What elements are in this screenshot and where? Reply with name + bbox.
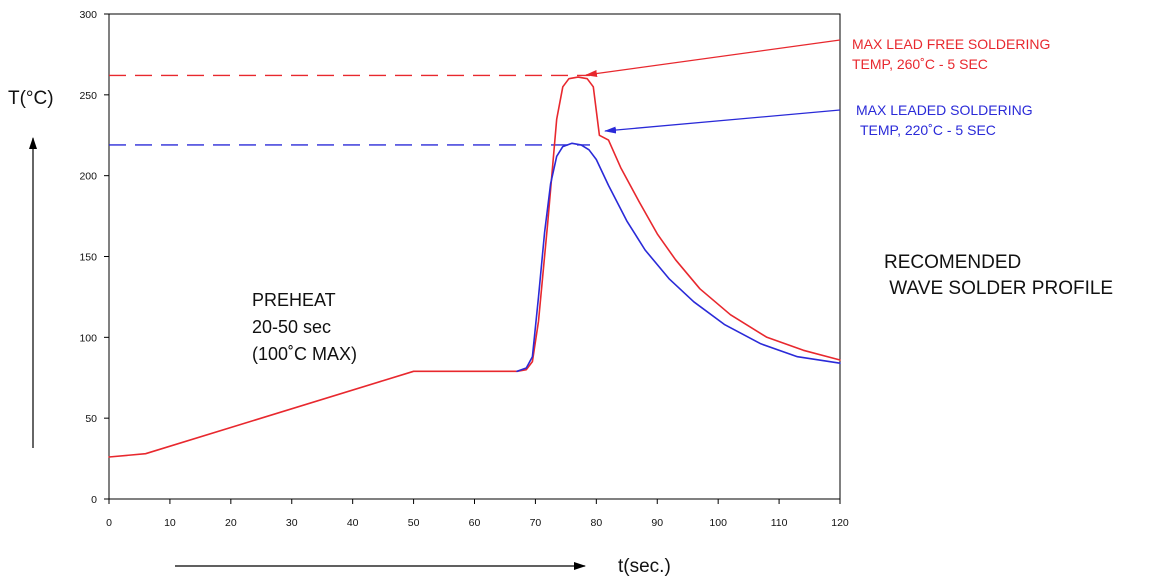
x-axis-label: t(sec.): [618, 556, 671, 576]
y-tick-label: 250: [79, 90, 97, 102]
x-tick-label: 110: [771, 517, 788, 529]
leaded-profile-line: [516, 142, 841, 373]
profile-title-line-2: WAVE SOLDER PROFILE: [884, 278, 1113, 299]
lead-free-callout-line-1: MAX LEAD FREE SOLDERING: [852, 36, 1050, 52]
x-tick-label: 20: [225, 517, 237, 529]
reference-lines: [109, 74, 590, 146]
y-axis-label: T(°C): [8, 88, 54, 109]
x-tick-label: 80: [590, 517, 602, 529]
lead-free-callout-line-2: TEMP, 260˚C - 5 SEC: [852, 56, 988, 72]
plot-frame: [108, 13, 841, 500]
lead-free-callout-leader: [585, 39, 841, 77]
x-tick-label: 10: [164, 517, 176, 529]
preheat-label-line-1: PREHEAT: [252, 290, 336, 310]
series-layer: [108, 76, 841, 458]
leaded-callout-line-2: TEMP, 220˚C - 5 SEC: [860, 122, 996, 138]
x-tick-label: 50: [408, 517, 420, 529]
x-axis-ticks: 0 10 20 30 40 50 60 70 80 90 100 110 120: [106, 499, 849, 529]
y-tick-label: 200: [79, 171, 97, 183]
y-axis-ticks: 0 50 100 150 200 250 300: [79, 9, 109, 506]
x-tick-label: 70: [530, 517, 542, 529]
x-tick-label: 0: [106, 517, 112, 529]
leaded-callout-leader: [604, 109, 841, 134]
profile-title-line-1: RECOMENDED: [884, 252, 1021, 273]
y-tick-label: 50: [85, 413, 97, 425]
x-tick-label: 30: [286, 517, 298, 529]
leaded-callout-line-1: MAX LEADED SOLDERING: [856, 102, 1033, 118]
preheat-label-line-3: (100˚C MAX): [252, 344, 357, 364]
y-tick-label: 100: [79, 332, 97, 344]
x-tick-label: 100: [709, 517, 727, 529]
y-tick-label: 0: [91, 494, 97, 506]
x-tick-label: 60: [469, 517, 481, 529]
x-tick-label: 90: [651, 517, 663, 529]
y-tick-label: 150: [79, 252, 97, 264]
y-tick-label: 300: [79, 9, 97, 21]
lead-free-profile-line: [108, 76, 841, 458]
preheat-label-line-2: 20-50 sec: [252, 317, 331, 337]
x-tick-label: 40: [347, 517, 359, 529]
x-tick-label: 120: [831, 517, 849, 529]
